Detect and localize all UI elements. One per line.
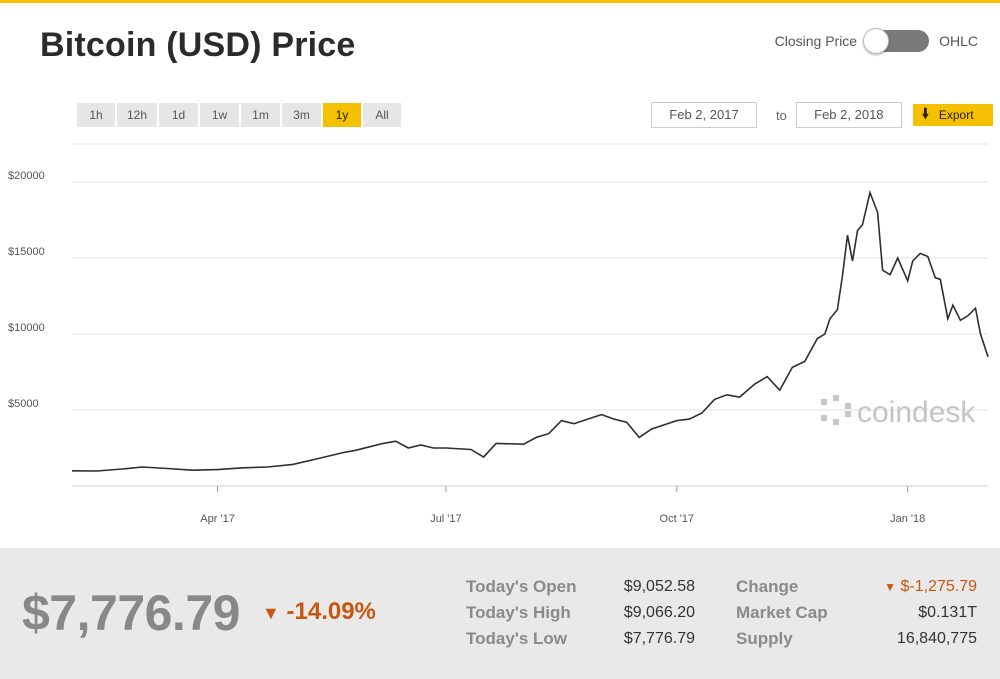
todays-low-value: $7,776.79 xyxy=(623,630,695,647)
coindesk-watermark: coindesk xyxy=(821,395,976,429)
change-percent: ▼ -14.09% xyxy=(262,598,376,626)
current-price: $7,776.79 xyxy=(22,585,240,641)
toggle-knob[interactable] xyxy=(863,28,890,54)
change-percent-value: -14.09% xyxy=(286,598,376,625)
to-label: to xyxy=(776,107,787,123)
range-button-1d[interactable]: 1d xyxy=(159,103,198,127)
x-tick-label: Jan '18 xyxy=(890,513,925,525)
download-arrow-icon: 🠛 xyxy=(921,105,929,121)
export-label: Export xyxy=(938,108,974,122)
market-cap-value: $0.131T xyxy=(918,604,977,621)
change-value-cell: ▼ $-1,275.79 xyxy=(850,578,977,596)
range-button-3m[interactable]: 3m xyxy=(282,103,321,127)
time-range-selector: 1h 12h 1d 1w 1m 3m 1y All xyxy=(77,103,401,127)
change-label: Change xyxy=(736,577,799,596)
todays-open-label: Today's Open xyxy=(466,577,577,596)
end-date-input[interactable]: Feb 2, 2018 xyxy=(795,102,902,128)
start-date-input[interactable]: Feb 2, 2017 xyxy=(651,102,757,128)
y-tick-label: $20000 xyxy=(8,170,45,182)
supply-value: 16,840,775 xyxy=(896,630,977,647)
change-down-arrow-icon: ▼ xyxy=(884,580,897,594)
price-stats-panel: $7,776.79 ▼ -14.09% Today's Open $9,052.… xyxy=(0,548,1000,679)
price-series-line xyxy=(71,189,989,472)
change-value: $-1,275.79 xyxy=(900,578,977,595)
y-axis-ticks: $5000 $10000 $15000 $20000 xyxy=(8,170,45,410)
closing-price-label: Closing Price xyxy=(774,33,858,49)
supply-label: Supply xyxy=(736,629,793,648)
date-range-controls: Feb 2, 2017 to Feb 2, 2018 🠛 Export xyxy=(651,102,993,128)
ohlc-label: OHLC xyxy=(939,33,978,49)
range-button-1h[interactable]: 1h xyxy=(77,103,115,127)
y-tick-label: $10000 xyxy=(8,322,45,334)
x-tick-label: Jul '17 xyxy=(430,513,461,525)
range-button-12h[interactable]: 12h xyxy=(117,103,157,127)
x-tick-label: Apr '17 xyxy=(200,513,235,525)
range-button-1w[interactable]: 1w xyxy=(200,103,239,127)
export-button[interactable]: 🠛 Export xyxy=(912,104,993,126)
price-mode-toggle[interactable] xyxy=(863,28,930,54)
coindesk-logo-icon xyxy=(821,395,851,425)
chart-gridlines xyxy=(72,143,988,487)
top-accent-bar xyxy=(0,0,1000,3)
market-cap-label: Market Cap xyxy=(736,603,828,622)
down-arrow-icon: ▼ xyxy=(262,603,280,623)
y-tick-label: $5000 xyxy=(8,398,39,410)
range-button-1m[interactable]: 1m xyxy=(241,103,280,127)
todays-open-value: $9,052.58 xyxy=(623,578,695,595)
todays-high-label: Today's High xyxy=(466,603,571,622)
y-tick-label: $15000 xyxy=(8,246,45,258)
price-mode-toggle-group: Closing Price OHLC xyxy=(774,28,978,54)
page-title: Bitcoin (USD) Price xyxy=(40,26,356,64)
price-chart[interactable]: $5000 $10000 $15000 $20000 Apr '17 Jul '17 Oc… xyxy=(0,140,1000,548)
range-button-all[interactable]: All xyxy=(363,103,401,127)
todays-high-value: $9,066.20 xyxy=(623,604,695,621)
range-button-1y[interactable]: 1y xyxy=(323,103,361,127)
x-tick-label: Oct '17 xyxy=(660,513,695,525)
watermark-text: coindesk xyxy=(857,396,976,429)
todays-low-label: Today's Low xyxy=(466,629,568,648)
x-axis-ticks: Apr '17 Jul '17 Oct '17 Jan '18 xyxy=(200,486,925,525)
